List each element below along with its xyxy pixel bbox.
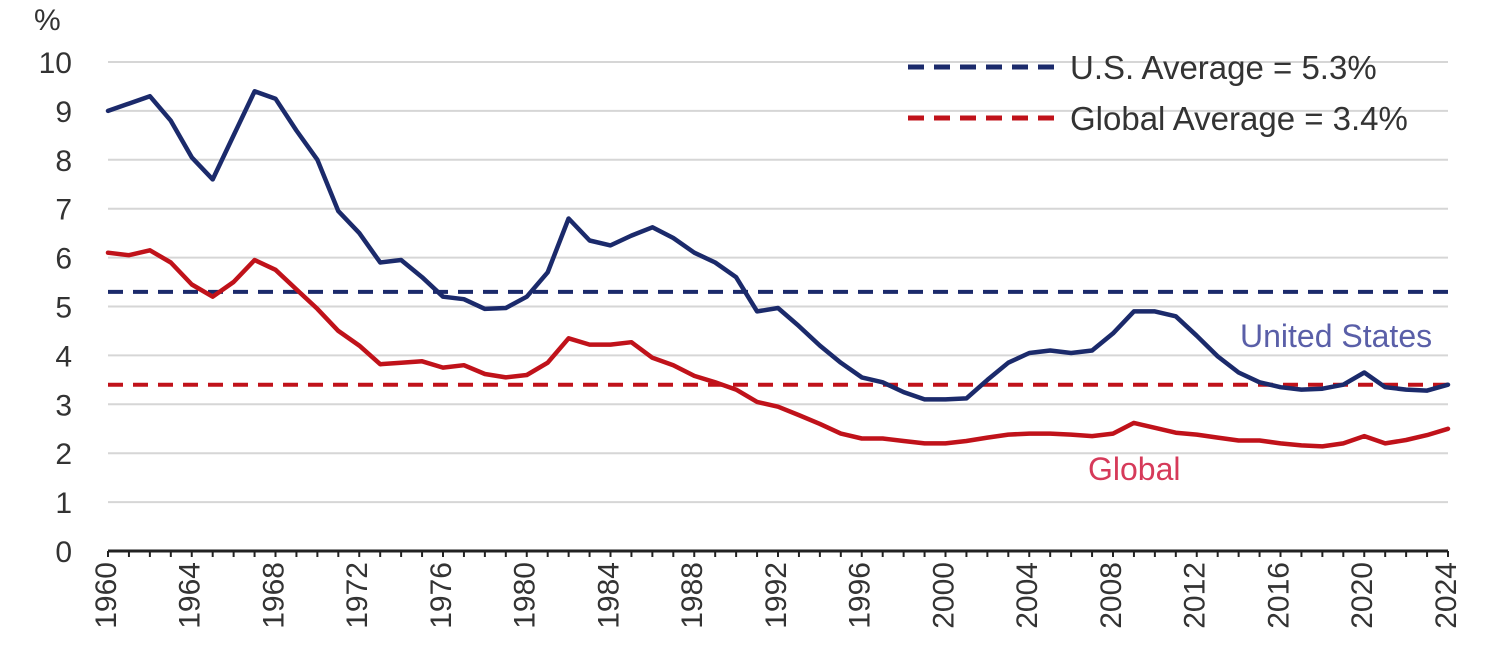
x-tick-label: 1972 bbox=[341, 562, 374, 629]
series-label-global: Global bbox=[1088, 451, 1181, 487]
legend: U.S. Average = 5.3% Global Average = 3.4… bbox=[908, 49, 1408, 137]
x-tick-label: 1964 bbox=[174, 562, 207, 629]
x-tick-label: 2016 bbox=[1262, 562, 1295, 629]
y-tick-label: 9 bbox=[55, 96, 72, 129]
x-tick-label: 2004 bbox=[1011, 562, 1044, 629]
y-tick-label: 8 bbox=[55, 145, 72, 178]
x-tick-label: 2012 bbox=[1179, 562, 1212, 629]
x-tick-label: 1988 bbox=[676, 562, 709, 629]
x-axis bbox=[107, 549, 1449, 557]
y-tick-label: 4 bbox=[55, 340, 72, 373]
series-lines bbox=[105, 89, 1451, 449]
y-unit-label: % bbox=[34, 4, 61, 37]
y-tick-label: 5 bbox=[55, 292, 72, 325]
y-tick-label: 3 bbox=[55, 389, 72, 422]
y-axis-ticks: 0 1 2 3 4 5 6 7 8 9 10 bbox=[39, 47, 72, 569]
x-tick-label: 1960 bbox=[90, 562, 123, 629]
x-tick-label: 2008 bbox=[1095, 562, 1128, 629]
series-line-global bbox=[105, 248, 1451, 449]
x-tick-label: 1984 bbox=[592, 562, 625, 629]
y-tick-label: 2 bbox=[55, 438, 72, 471]
legend-us-average-label: U.S. Average = 5.3% bbox=[1070, 49, 1377, 86]
x-tick-label: 1996 bbox=[844, 562, 877, 629]
y-tick-label: 10 bbox=[39, 47, 72, 80]
x-tick-label: 2020 bbox=[1346, 562, 1379, 629]
x-tick-label: 1992 bbox=[760, 562, 793, 629]
x-tick-label: 2000 bbox=[927, 562, 960, 629]
y-tick-label: 6 bbox=[55, 243, 72, 276]
series-line-united-states bbox=[105, 89, 1451, 402]
x-tick-label: 1976 bbox=[425, 562, 458, 629]
y-tick-label: 1 bbox=[55, 487, 72, 520]
x-tick-label: 2024 bbox=[1430, 562, 1463, 629]
legend-global-average-label: Global Average = 3.4% bbox=[1070, 100, 1408, 137]
x-axis-ticks: 1960 1964 1968 1972 1976 1980 1984 1988 1992 1996… bbox=[90, 562, 1463, 629]
x-tick-label: 1980 bbox=[509, 562, 542, 629]
series-label-united-states: United States bbox=[1240, 318, 1432, 354]
y-tick-label: 7 bbox=[55, 194, 72, 227]
x-tick-label: 1968 bbox=[257, 562, 290, 629]
y-tick-label: 0 bbox=[55, 536, 72, 569]
